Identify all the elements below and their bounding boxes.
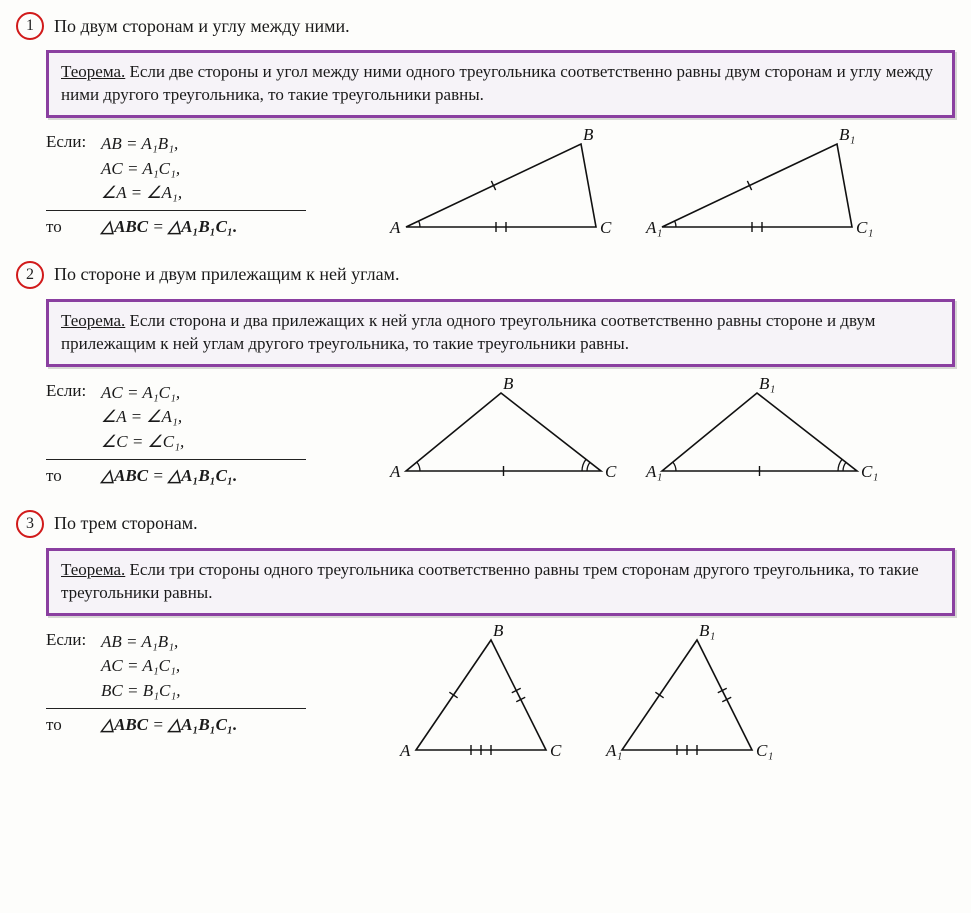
theorem-text: Если две стороны и угол между ними одног… bbox=[61, 62, 933, 104]
conclusion-eq: = bbox=[148, 217, 168, 236]
divider-rule bbox=[46, 708, 306, 709]
if-label: Если: bbox=[46, 381, 101, 401]
svg-text:B₁: B₁ bbox=[839, 125, 855, 144]
svg-text:C: C bbox=[605, 462, 617, 481]
if-label: Если: bbox=[46, 132, 101, 152]
section-2: 2 По стороне и двум прилежащим к ней угла… bbox=[16, 261, 955, 496]
svg-text:C: C bbox=[550, 741, 562, 760]
triangle-diagram: ABC bbox=[396, 381, 616, 491]
condition-line: AB = A₁B₁, bbox=[101, 630, 181, 655]
condition-line: AC = A₁C₁, bbox=[101, 381, 184, 406]
svg-text:A: A bbox=[389, 218, 401, 237]
theorem-box: Теорема. Если сторона и два прилежащих к… bbox=[46, 299, 955, 367]
conclusion-eq: = bbox=[148, 715, 168, 734]
section-3: 3 По трем сторонам. Теорема. Если три стор… bbox=[16, 510, 955, 770]
section-number-circle: 2 bbox=[16, 261, 44, 289]
triangle-left: ABC bbox=[396, 381, 616, 496]
divider-rule bbox=[46, 459, 306, 460]
svg-text:B: B bbox=[493, 621, 504, 640]
condition-line: ∠A = ∠A₁, bbox=[101, 181, 182, 206]
svg-text:B₁: B₁ bbox=[699, 621, 715, 640]
svg-text:A: A bbox=[389, 462, 401, 481]
triangle-right: A₁B₁C₁ bbox=[602, 630, 772, 770]
svg-text:B: B bbox=[583, 125, 594, 144]
triangle-pair: ABC A₁B₁C₁ bbox=[396, 381, 955, 496]
svg-text:C₁: C₁ bbox=[756, 741, 773, 760]
if-label: Если: bbox=[46, 630, 101, 650]
triangle-pair: ABC A₁B₁C₁ bbox=[396, 132, 955, 247]
condition-line: AC = A₁C₁, bbox=[101, 654, 181, 679]
condition-line: AC = A₁C₁, bbox=[101, 157, 182, 182]
triangle-left: ABC bbox=[396, 132, 616, 247]
divider-rule bbox=[46, 210, 306, 211]
triangle-pair: ABC A₁B₁C₁ bbox=[396, 630, 955, 770]
svg-text:C: C bbox=[600, 218, 612, 237]
triangle-diagram: A₁B₁C₁ bbox=[652, 132, 872, 242]
svg-text:B₁: B₁ bbox=[759, 374, 775, 393]
conclusion-lhs: △ABC bbox=[101, 217, 148, 236]
svg-text:C₁: C₁ bbox=[856, 218, 873, 237]
triangle-diagram: ABC bbox=[396, 630, 566, 765]
section-title: По трем сторонам. bbox=[54, 513, 198, 534]
svg-text:B: B bbox=[503, 374, 514, 393]
theorem-label: Теорема. bbox=[61, 62, 125, 81]
theorem-text: Если сторона и два прилежащих к ней угла… bbox=[61, 311, 875, 353]
section-body: Если:AB = A₁B₁,AC = A₁C₁,∠A = ∠A₁,то△ABC… bbox=[46, 132, 955, 247]
theorem-box: Теорема. Если две стороны и угол между н… bbox=[46, 50, 955, 118]
theorem-text: Если три стороны одного треугольника соо… bbox=[61, 560, 919, 602]
triangle-left: ABC bbox=[396, 630, 566, 770]
condition-line: BC = B₁C₁, bbox=[101, 679, 181, 704]
triangle-diagram: A₁B₁C₁ bbox=[652, 381, 872, 491]
svg-text:A₁: A₁ bbox=[645, 462, 662, 481]
conditions-block: Если:AB = A₁B₁,AC = A₁C₁,BC = B₁C₁,то△AB… bbox=[46, 630, 376, 735]
conclusion-rhs: △A₁B₁C₁. bbox=[168, 715, 237, 734]
conclusion-lhs: △ABC bbox=[101, 715, 148, 734]
triangle-diagram: ABC bbox=[396, 132, 616, 242]
section-body: Если:AB = A₁B₁,AC = A₁C₁,BC = B₁C₁,то△AB… bbox=[46, 630, 955, 770]
section-body: Если:AC = A₁C₁,∠A = ∠A₁,∠C = ∠C₁,то△ABC … bbox=[46, 381, 955, 496]
svg-text:A: A bbox=[399, 741, 411, 760]
section-1: 1 По двум сторонам и углу между ними. Теор… bbox=[16, 12, 955, 247]
triangle-diagram: A₁B₁C₁ bbox=[602, 630, 772, 765]
then-label: то bbox=[46, 466, 101, 486]
conditions-block: Если:AB = A₁B₁,AC = A₁C₁,∠A = ∠A₁,то△ABC… bbox=[46, 132, 376, 237]
section-title: По стороне и двум прилежащим к ней углам… bbox=[54, 264, 399, 285]
section-title: По двум сторонам и углу между ними. bbox=[54, 16, 350, 37]
condition-line: ∠C = ∠C₁, bbox=[101, 430, 184, 455]
conditions-block: Если:AC = A₁C₁,∠A = ∠A₁,∠C = ∠C₁,то△ABC … bbox=[46, 381, 376, 486]
then-label: то bbox=[46, 217, 101, 237]
then-label: то bbox=[46, 715, 101, 735]
conclusion-rhs: △A₁B₁C₁. bbox=[168, 466, 237, 485]
condition-line: AB = A₁B₁, bbox=[101, 132, 182, 157]
svg-text:A₁: A₁ bbox=[605, 741, 622, 760]
triangle-right: A₁B₁C₁ bbox=[652, 381, 872, 496]
svg-text:C₁: C₁ bbox=[861, 462, 878, 481]
conclusion-lhs: △ABC bbox=[101, 466, 148, 485]
conclusion-eq: = bbox=[148, 466, 168, 485]
theorem-box: Теорема. Если три стороны одного треугол… bbox=[46, 548, 955, 616]
theorem-label: Теорема. bbox=[61, 560, 125, 579]
section-number-circle: 1 bbox=[16, 12, 44, 40]
theorem-label: Теорема. bbox=[61, 311, 125, 330]
svg-text:A₁: A₁ bbox=[645, 218, 662, 237]
triangle-right: A₁B₁C₁ bbox=[652, 132, 872, 247]
section-number-circle: 3 bbox=[16, 510, 44, 538]
condition-line: ∠A = ∠A₁, bbox=[101, 405, 184, 430]
conclusion-rhs: △A₁B₁C₁. bbox=[168, 217, 237, 236]
